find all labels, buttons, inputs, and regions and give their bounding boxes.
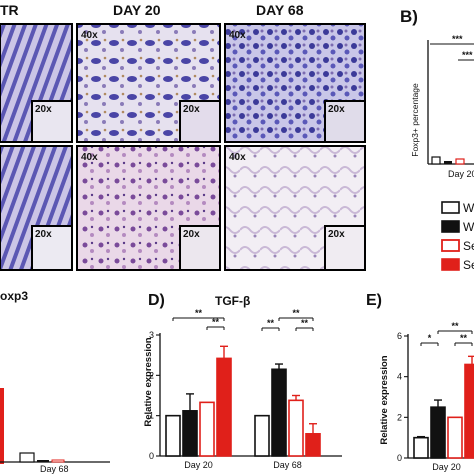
y-tick-label: 3	[149, 330, 154, 340]
col-header-day68: DAY 68	[256, 2, 304, 18]
inset-20x	[31, 100, 73, 143]
panel-a: TR DAY 20 DAY 68 40x 40x 40x 40x 20x 20x…	[0, 2, 366, 271]
legend-swatch	[441, 239, 460, 252]
inset-20x	[31, 225, 73, 271]
sig-marker: **	[267, 318, 275, 328]
sig-marker: ***	[452, 34, 463, 44]
bar	[444, 161, 452, 164]
panel-b: B) Foxp3+ percentage *** *** Day 20	[400, 7, 474, 179]
inset-20x	[179, 225, 221, 271]
mag-20-label: 20x	[35, 229, 52, 240]
bar	[199, 401, 215, 457]
legend-label: Se	[463, 258, 474, 272]
panel-e-letter: E)	[366, 292, 382, 309]
mag-20-label: 20x	[328, 229, 345, 240]
legend-swatch	[441, 201, 460, 214]
panel-e-ylabel: Relative expression	[379, 355, 390, 444]
sig-marker: **	[301, 318, 309, 328]
bar	[288, 399, 304, 457]
inset-20x	[179, 100, 221, 143]
bar	[447, 416, 463, 459]
panel-d-title: TGF-β	[215, 294, 250, 308]
legend-swatch	[441, 258, 460, 271]
legend: W W Se Se	[441, 201, 474, 272]
mag-20-label: 20x	[183, 104, 200, 115]
bar	[182, 410, 198, 457]
mag-40-label: 40x	[229, 30, 246, 41]
x-tick-label: Day 68	[273, 460, 302, 470]
panel-c: oxp3 Day 68	[0, 289, 110, 474]
sig-marker: **	[212, 317, 220, 327]
y-tick-label: 4	[397, 372, 402, 382]
panel-b-xlabel: Day 20	[448, 169, 474, 179]
sig-marker: **	[195, 308, 203, 318]
y-tick-label: 2	[149, 370, 154, 380]
mag-40-label: 40x	[81, 30, 98, 41]
bar	[271, 368, 287, 457]
col-header-day20: DAY 20	[113, 2, 161, 18]
y-tick-label: 0	[397, 453, 402, 463]
x-tick-label: Day 20	[432, 462, 461, 472]
mag-40-label: 40x	[229, 152, 246, 163]
mag-20-label: 20x	[328, 104, 345, 115]
bar	[305, 433, 321, 457]
col-header-ctr: TR	[0, 2, 19, 18]
panel-b-letter: B)	[400, 7, 418, 26]
sig-marker: **	[460, 333, 468, 343]
panel-b-ylabel: Foxp3+ percentage	[410, 83, 420, 157]
legend-label: Se	[463, 239, 474, 253]
x-tick-label: Day 20	[184, 460, 213, 470]
bar	[165, 414, 181, 457]
bar	[0, 388, 4, 464]
bar	[19, 452, 35, 463]
legend-swatch	[441, 220, 460, 233]
panel-d-letter: D)	[148, 292, 165, 309]
legend-label: W	[463, 220, 474, 234]
y-tick-label: 6	[397, 331, 402, 341]
bar	[455, 158, 465, 165]
panel-d-ylabel: Relative expression	[143, 337, 154, 426]
bar	[37, 460, 49, 462]
mag-40-label: 40x	[81, 152, 98, 163]
bar	[51, 459, 65, 463]
legend-label: W	[463, 201, 474, 215]
y-tick-label: 2	[397, 412, 402, 422]
y-tick-label: 0	[149, 451, 154, 461]
y-tick-label: 1	[149, 411, 154, 421]
bar	[254, 414, 270, 457]
sig-marker: ***	[462, 50, 473, 60]
bar	[464, 363, 474, 459]
sig-marker: **	[451, 321, 459, 331]
mag-20-label: 20x	[183, 229, 200, 240]
sig-marker: *	[428, 333, 432, 343]
bar	[413, 436, 429, 459]
inset-20x	[324, 100, 366, 143]
bar	[216, 357, 232, 457]
sig-marker: **	[292, 308, 300, 318]
panel-c-xlabel: Day 68	[40, 464, 69, 474]
bar	[431, 156, 441, 165]
bar	[430, 406, 446, 459]
inset-20x	[324, 225, 366, 271]
panel-d: D) TGF-β Relative expression 0 1 2 3 Day 20 D…	[143, 292, 342, 470]
mag-20-label: 20x	[35, 104, 52, 115]
panel-c-title: oxp3	[0, 289, 28, 303]
